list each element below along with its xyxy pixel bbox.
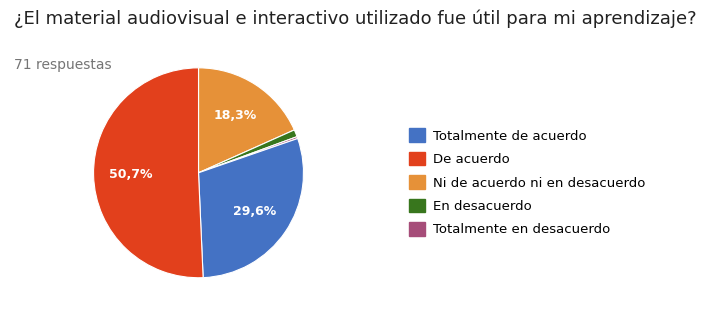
Text: ¿El material audiovisual e interactivo utilizado fue útil para mi aprendizaje?: ¿El material audiovisual e interactivo u… bbox=[14, 10, 697, 28]
Wedge shape bbox=[199, 68, 294, 173]
Text: 50,7%: 50,7% bbox=[108, 168, 152, 181]
Wedge shape bbox=[199, 130, 297, 173]
Text: 29,6%: 29,6% bbox=[233, 205, 277, 218]
Legend: Totalmente de acuerdo, De acuerdo, Ni de acuerdo ni en desacuerdo, En desacuerdo: Totalmente de acuerdo, De acuerdo, Ni de… bbox=[403, 123, 650, 242]
Wedge shape bbox=[199, 139, 303, 278]
Wedge shape bbox=[94, 68, 203, 278]
Text: 71 respuestas: 71 respuestas bbox=[14, 58, 112, 72]
Wedge shape bbox=[199, 137, 298, 173]
Text: 18,3%: 18,3% bbox=[214, 109, 257, 122]
